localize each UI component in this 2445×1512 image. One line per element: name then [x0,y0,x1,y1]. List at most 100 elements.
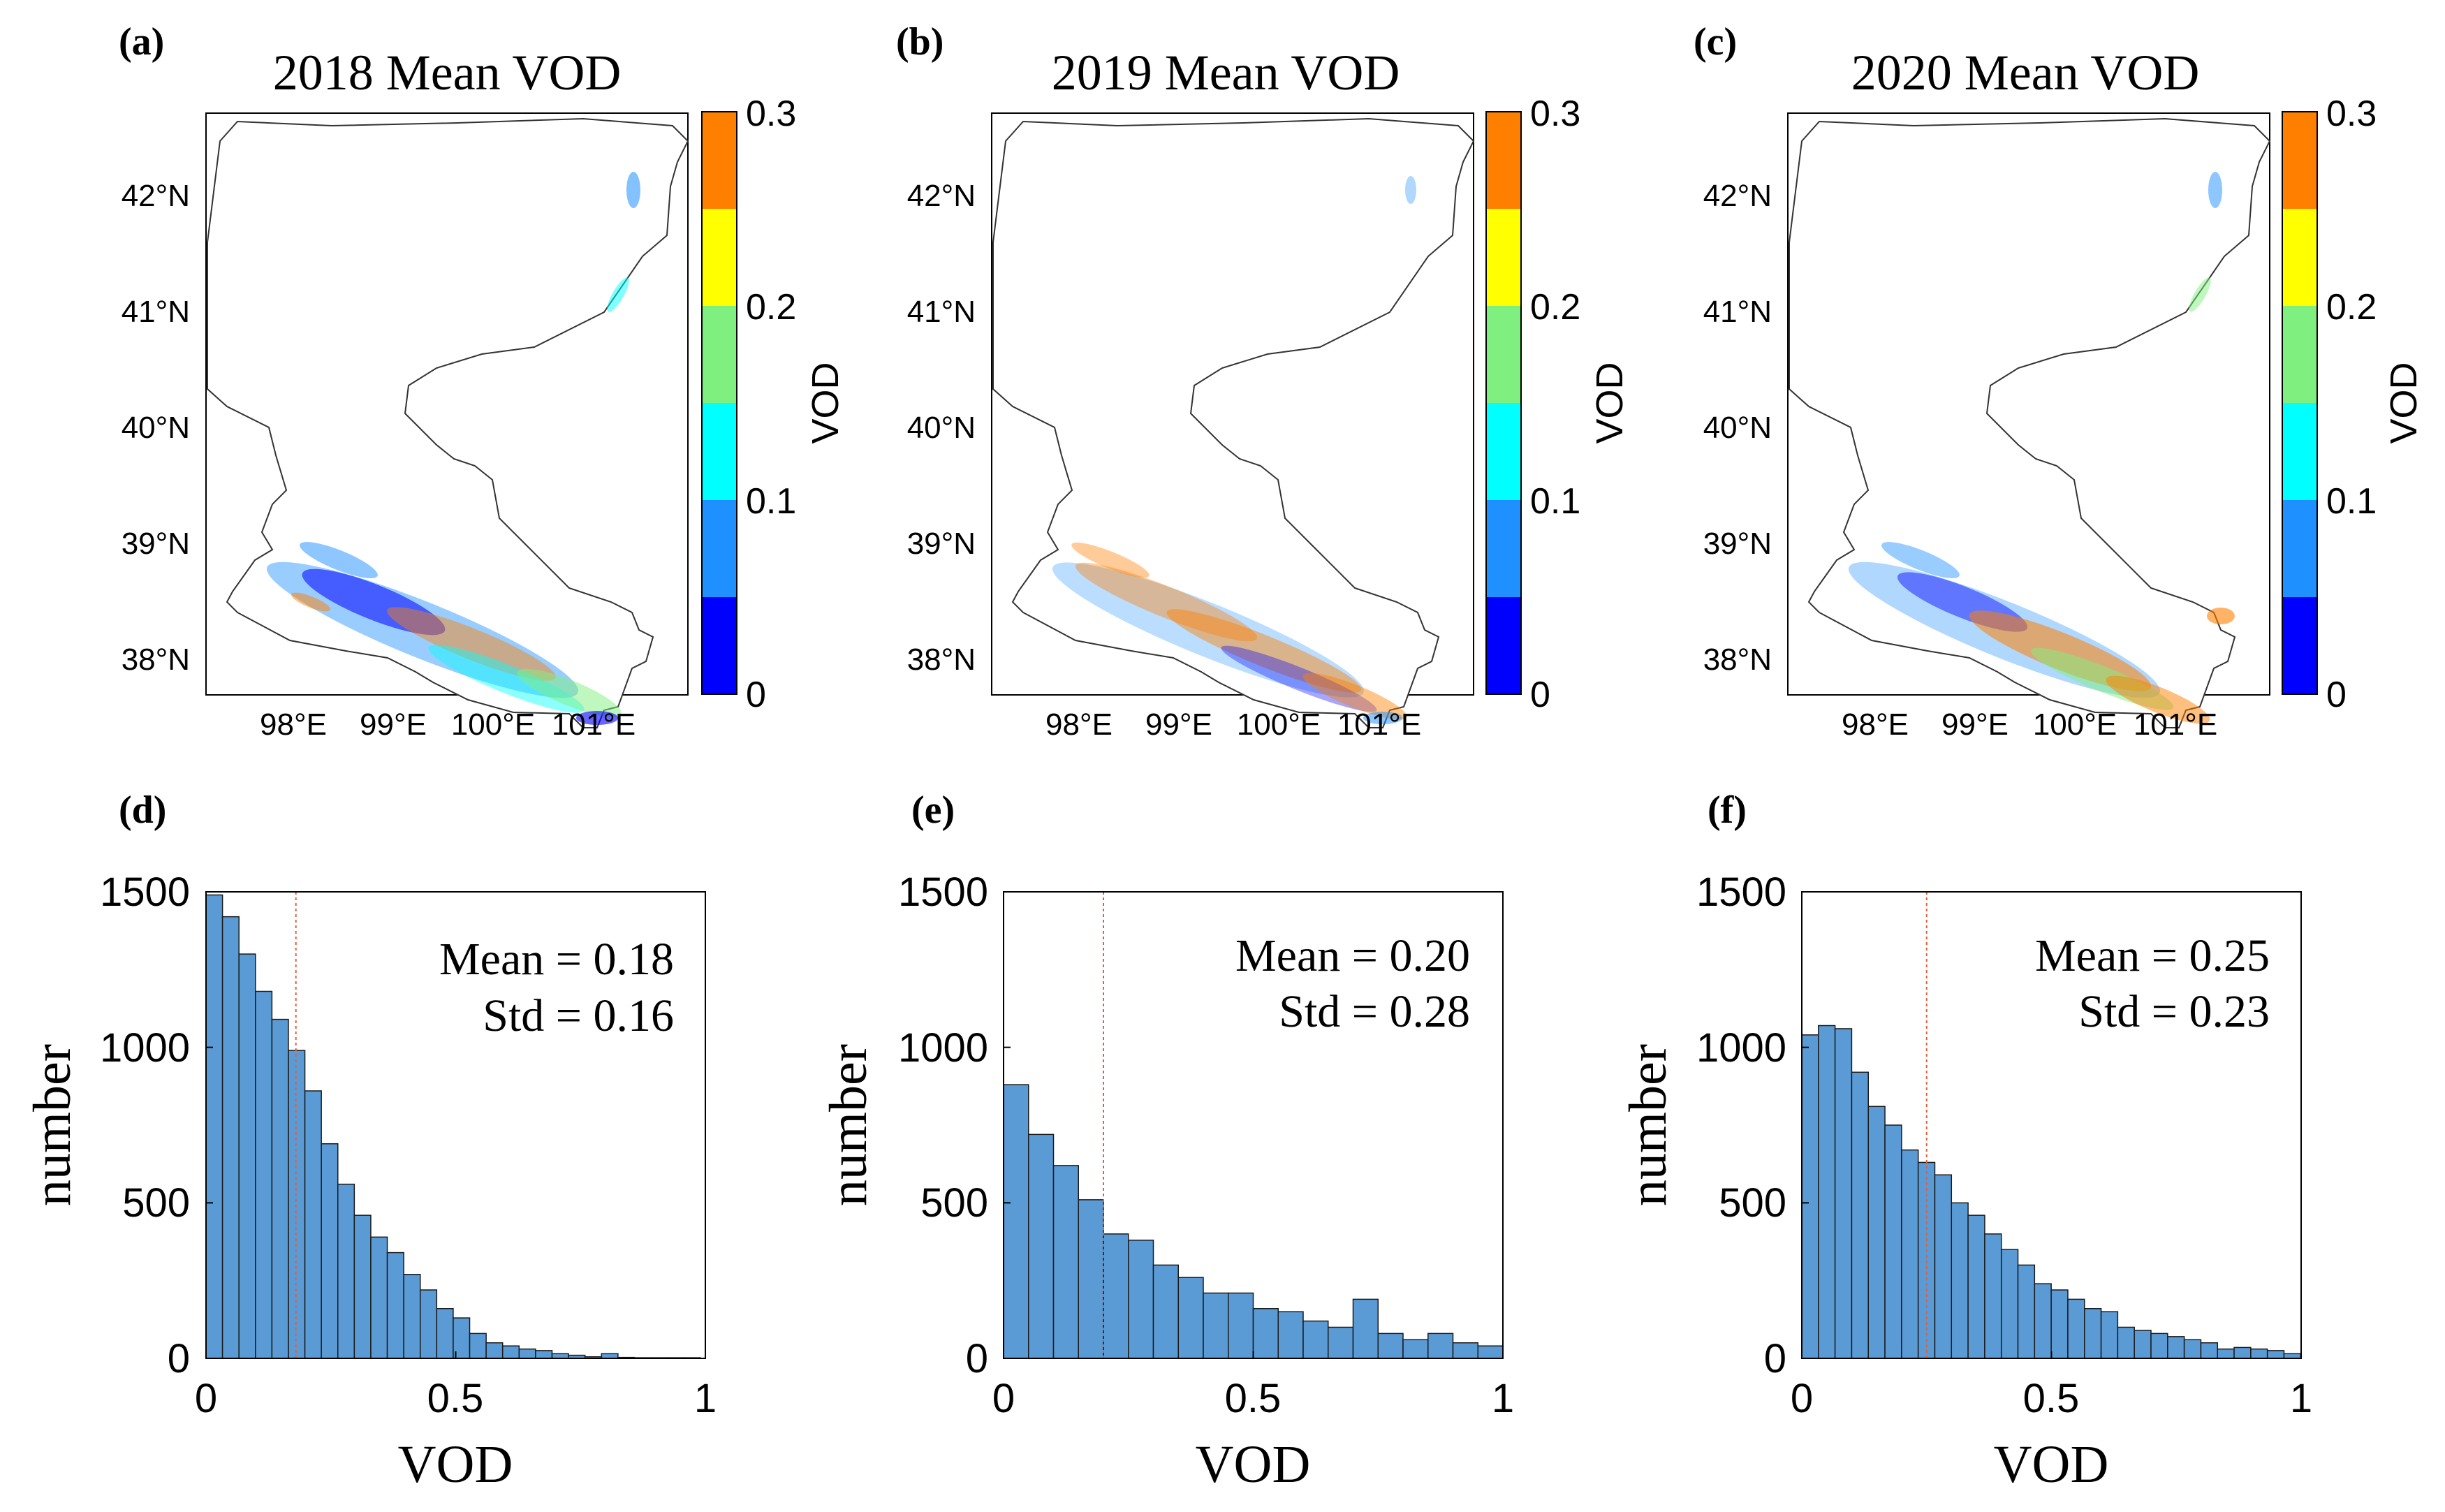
colorbar-segment [702,112,737,209]
lon-label: 100°E [2033,707,2117,742]
latitude-axis: 42°N 41°N 40°N 39°N 38°N [122,179,190,677]
lat-label: 42°N [122,179,190,213]
colorbar-tick: 0.3 [2326,94,2377,134]
panel-letter: (c) [1694,20,1737,64]
histogram-panel-e: (e) 0 500 1000 1500 0 0.5 1 VOD number M… [819,788,1514,1494]
region-outline [992,117,1475,728]
longitude-axis: 98°E 99°E 100°E 101°E [1045,707,1421,742]
colorbar-segment [1486,306,1521,403]
x-tick-label: 0 [992,1376,1015,1421]
colorbar-segment [702,500,737,597]
colorbar-tick: 0.3 [1530,94,1580,134]
histogram-bar [1003,1084,1029,1359]
y-tick-label: 500 [1719,1180,1786,1226]
histogram-bar [221,916,240,1359]
histogram-bar [2050,1289,2069,1359]
histogram-bar [1078,1199,1104,1359]
histogram-bar [1177,1277,1204,1359]
y-axis-label: number [819,1044,878,1206]
histogram-bar [255,990,273,1359]
histogram-bar [485,1342,504,1359]
lat-label: 41°N [907,295,976,329]
panel-letter: (d) [119,788,166,832]
axis-ticks [205,891,706,1359]
colorbar-label: VOD [805,362,846,443]
map-panel-a: (a) 2018 Mean VOD 42°N 41°N 40°N 39°N [119,20,846,742]
lat-label: 40°N [122,411,190,445]
colorbar-tick: 0 [2326,675,2347,715]
lon-label: 100°E [1237,707,1321,742]
y-axis-label: number [1619,1044,1677,1206]
y-tick-label: 1000 [1696,1025,1786,1071]
colorbar: 0 0.1 0.2 0.3 VOD [2282,94,2425,715]
map-frame [1787,112,2270,696]
vod-pixels [1052,176,1416,724]
histogram-bar [1252,1307,1279,1359]
histogram-bar [1934,1174,1953,1359]
region-map [207,117,689,728]
histogram-panel-f: (f) 0 500 1000 1500 0 0.5 1 VOD number M… [1619,788,2312,1494]
colorbar-segment [702,209,737,306]
histogram-bar [403,1274,421,1359]
histogram-bar [1402,1339,1429,1359]
map-frame [205,112,689,696]
colorbar-segment [1486,403,1521,500]
histogram-bar [501,1345,520,1359]
colorbar-segment [1486,112,1521,209]
histogram-bar [1818,1025,1836,1359]
map-title: 2018 Mean VOD [273,45,622,101]
lat-label: 38°N [907,643,976,677]
map-title: 2020 Mean VOD [1851,45,2200,101]
colorbar-tick: 0.1 [1530,481,1580,522]
x-tick-label: 0.5 [2023,1376,2080,1421]
lon-label: 99°E [1941,707,2009,742]
histogram-bar [419,1289,438,1359]
latitude-axis: 42°N 41°N 40°N 39°N 38°N [1703,179,1772,677]
histogram-bar [2183,1339,2202,1359]
y-tick-label: 1000 [100,1025,190,1071]
histogram-bar [321,1143,339,1359]
x-axis-label: VOD [1994,1435,2109,1494]
lon-label: 98°E [1045,707,1113,742]
histogram-bar [1103,1233,1129,1359]
histogram-bar [2217,1348,2235,1359]
histogram-bar [2283,1353,2302,1359]
panel-letter: (a) [119,20,164,64]
lat-label: 40°N [1703,411,1772,445]
histogram-bar [1951,1202,1969,1359]
histogram-bar [304,1090,322,1359]
histogram-bar [1851,1071,1869,1359]
vod-pixels [1848,172,2235,724]
colorbar-segment [1486,597,1521,694]
histogram-bar [2117,1326,2135,1359]
histogram-bar [1967,1214,1985,1359]
axis-ticks [1801,891,2302,1359]
histogram-bar [2266,1350,2285,1359]
histogram-bar [288,1050,306,1359]
colorbar-segment [2282,500,2317,597]
histogram-bars [1003,1084,1504,1359]
histogram-bar [2134,1330,2152,1359]
std-annotation: Std = 0.28 [1279,986,1470,1037]
histogram-bar [1302,1320,1329,1359]
x-tick-label: 1 [1492,1376,1514,1421]
histogram-bar [370,1236,388,1359]
std-annotation: Std = 0.23 [2078,986,2270,1037]
lon-label: 99°E [1145,707,1212,742]
histogram-bar [1377,1333,1404,1359]
histogram-bar [551,1353,569,1359]
y-tick-label: 0 [168,1336,190,1381]
colorbar-tick: 0.2 [2326,287,2377,328]
longitude-axis: 98°E 99°E 100°E 101°E [260,707,636,742]
histogram-bar [1427,1333,1454,1359]
colorbar-segment [702,597,737,694]
histogram-bar [1452,1342,1478,1359]
region-outline [1789,117,2271,728]
lon-label: 99°E [360,707,427,742]
histogram-bar [2233,1346,2252,1359]
histogram-bar [2150,1333,2168,1359]
x-tick-label: 1 [2290,1376,2312,1421]
lat-label: 41°N [122,295,190,329]
histogram-bar [2200,1342,2218,1359]
map-panel-b: (b) 2019 Mean VOD 42°N 41°N 40°N 39°N 38… [896,20,1631,742]
